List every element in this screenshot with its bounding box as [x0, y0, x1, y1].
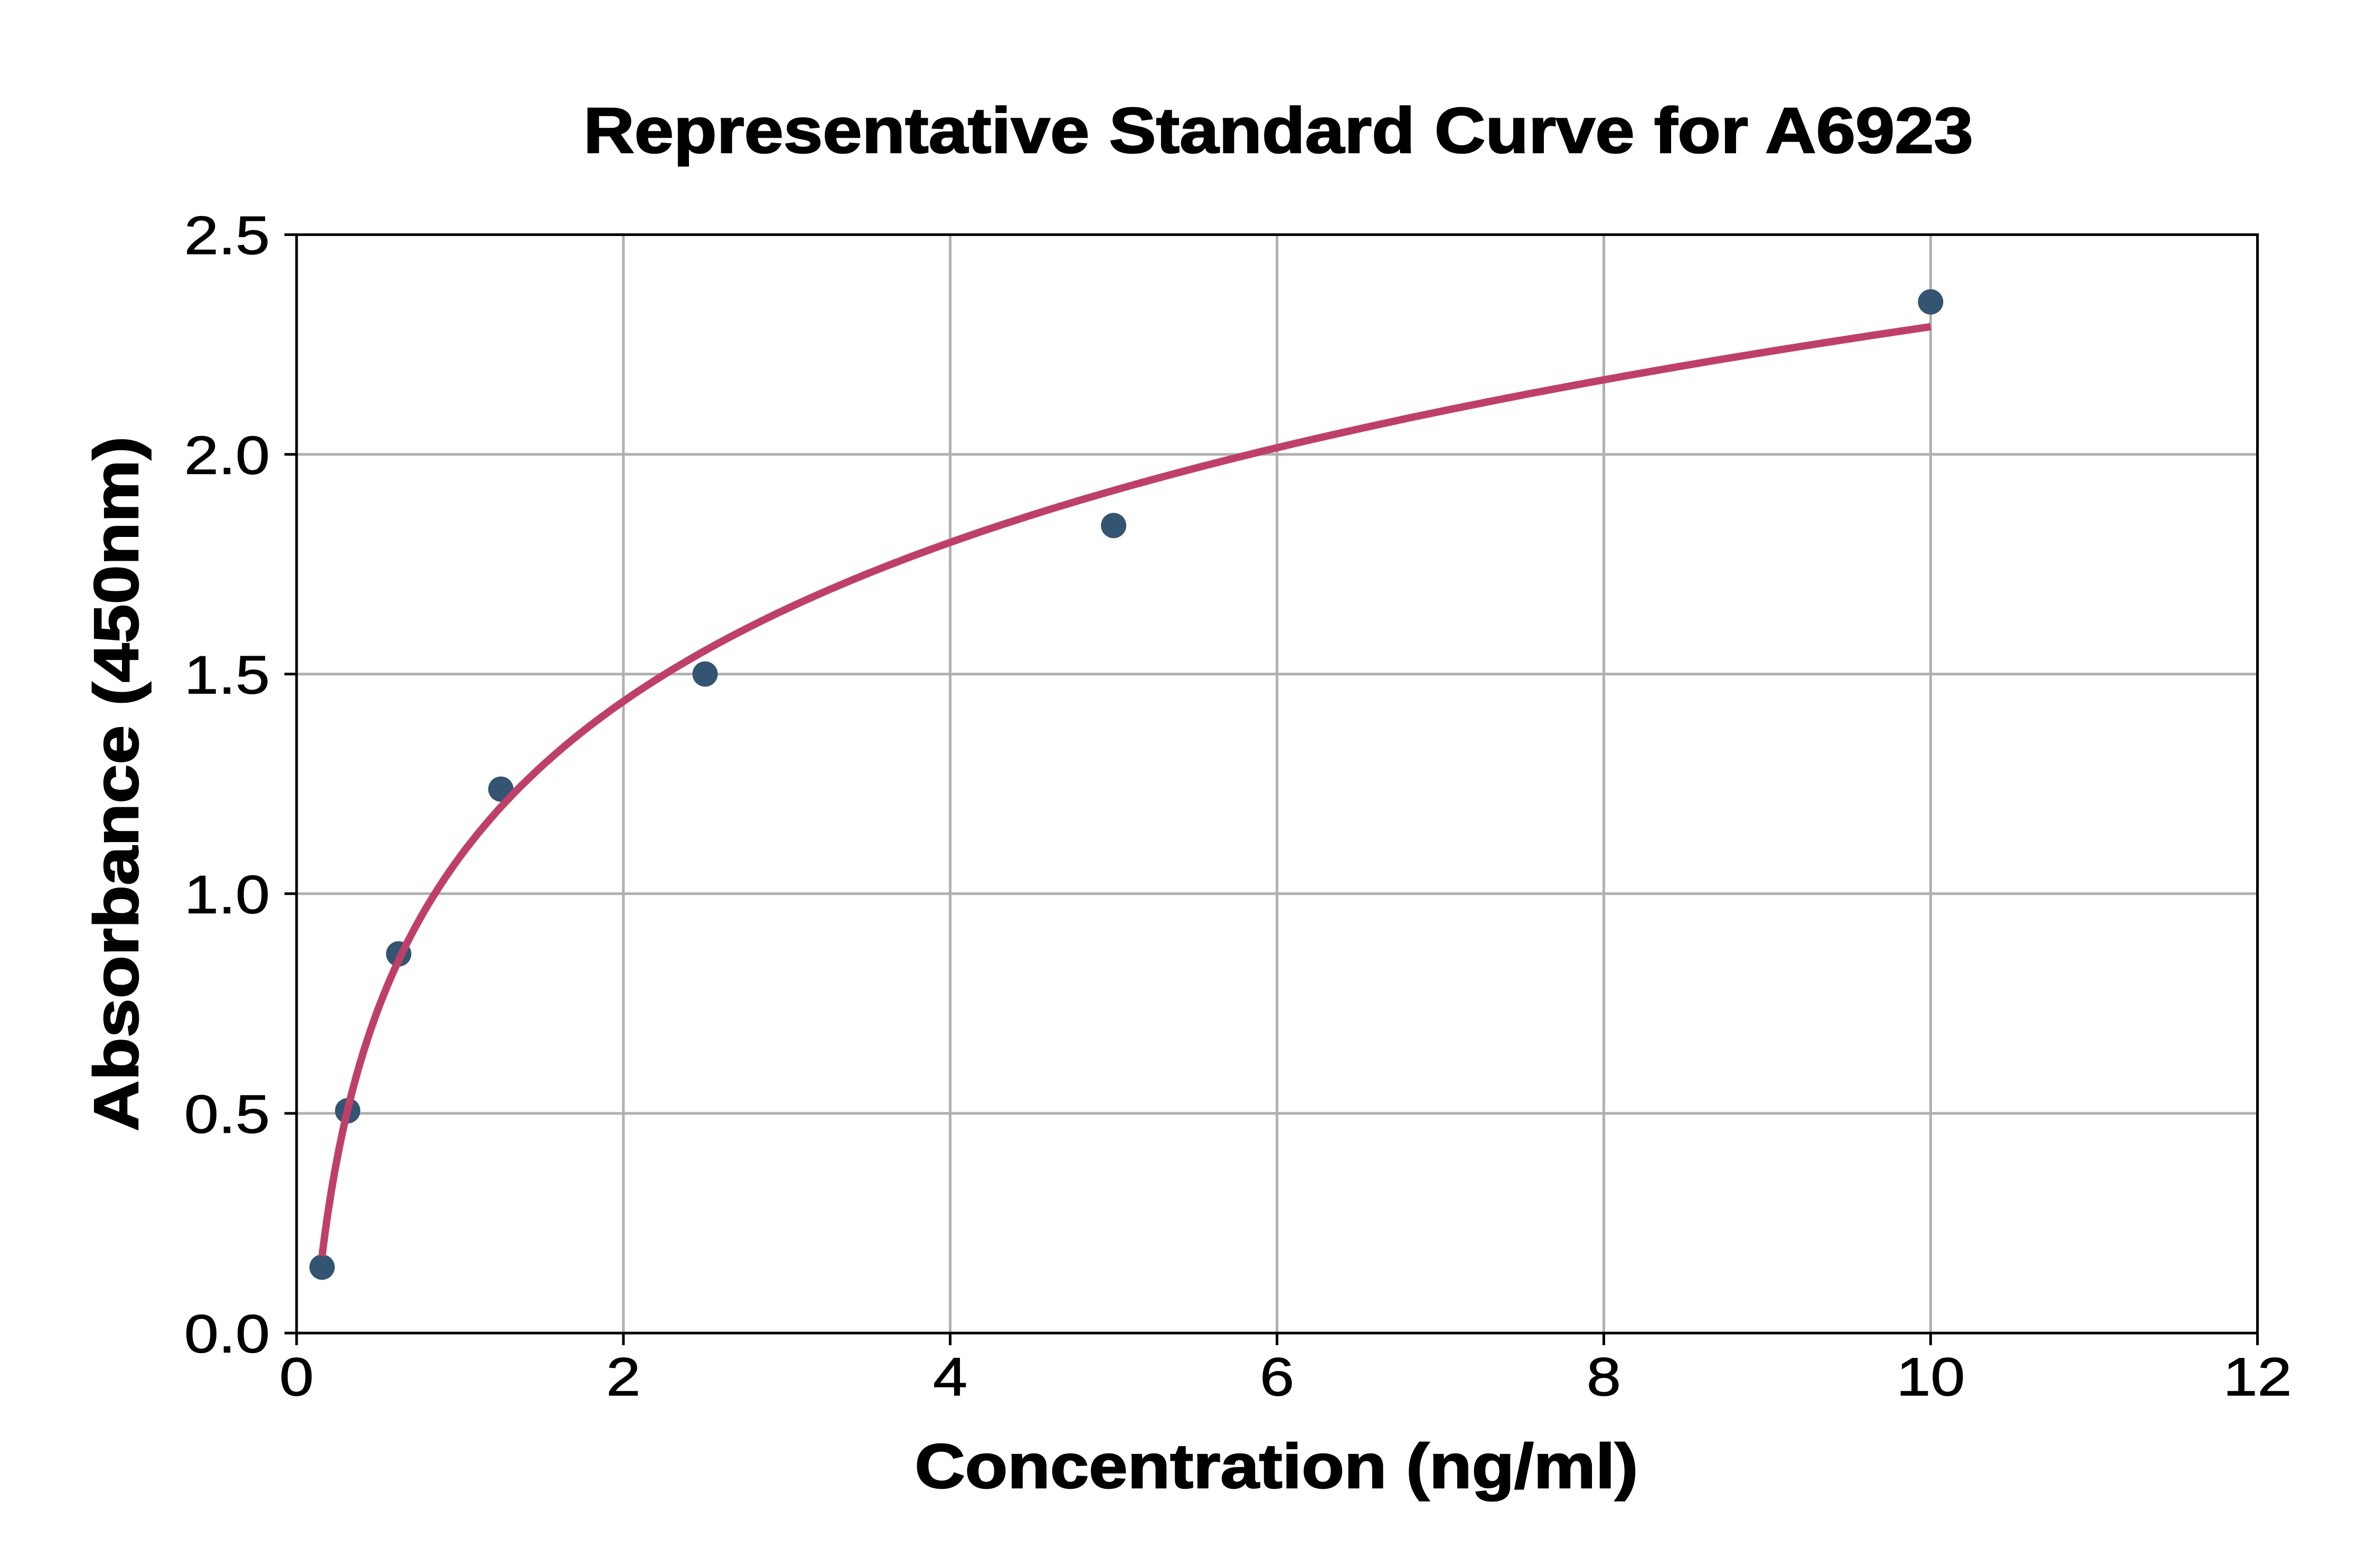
svg-text:0: 0 [279, 1347, 314, 1407]
svg-text:2.5: 2.5 [184, 205, 270, 266]
svg-text:Absorbance (450nm): Absorbance (450nm) [81, 437, 152, 1131]
svg-text:6: 6 [1260, 1347, 1294, 1407]
svg-text:8: 8 [1587, 1347, 1621, 1407]
svg-text:0.5: 0.5 [184, 1084, 270, 1145]
svg-text:Concentration (ng/ml): Concentration (ng/ml) [915, 1431, 1638, 1501]
svg-text:0.0: 0.0 [184, 1304, 270, 1364]
svg-text:1.0: 1.0 [184, 865, 270, 925]
svg-text:10: 10 [1897, 1347, 1965, 1407]
svg-text:Representative Standard Curve: Representative Standard Curve for A6923 [583, 95, 1973, 166]
svg-text:1.5: 1.5 [184, 645, 270, 705]
svg-text:4: 4 [933, 1347, 967, 1407]
svg-text:12: 12 [2223, 1347, 2292, 1407]
svg-text:2: 2 [606, 1347, 640, 1407]
svg-text:2.0: 2.0 [184, 425, 270, 485]
